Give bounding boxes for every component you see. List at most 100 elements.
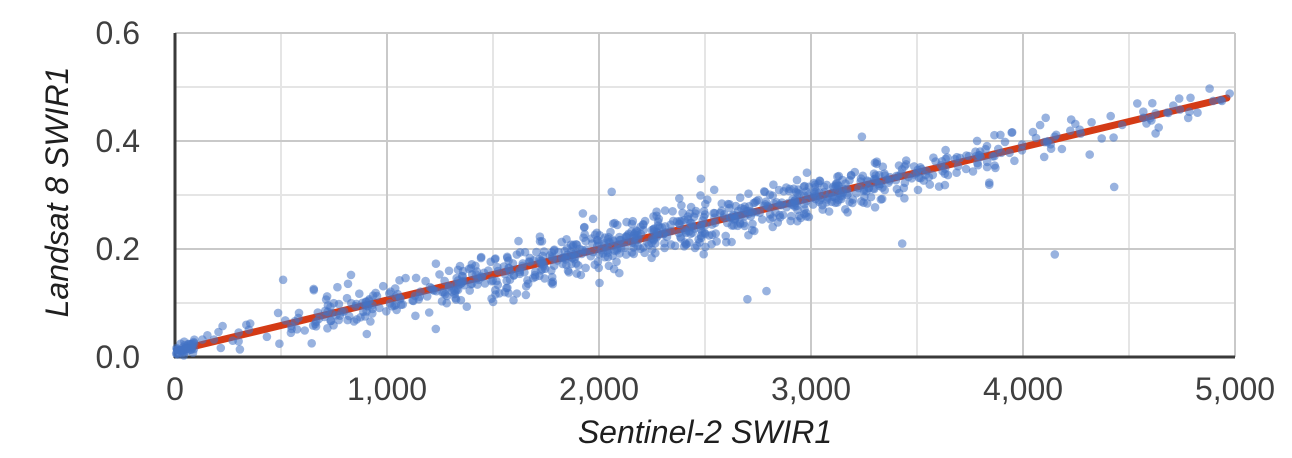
- data-point: [880, 185, 889, 195]
- data-point: [833, 172, 842, 181]
- data-point: [1050, 250, 1060, 259]
- data-point: [504, 289, 513, 298]
- data-point: [782, 202, 791, 212]
- data-point: [515, 267, 525, 277]
- data-point: [610, 246, 619, 255]
- x-axis-title: Sentinel-2 SWIR1: [175, 414, 1235, 454]
- data-point: [321, 295, 331, 304]
- data-point: [994, 144, 1003, 154]
- data-point: [1043, 136, 1052, 146]
- data-point: [725, 200, 734, 209]
- data-point: [1151, 109, 1160, 118]
- data-point: [928, 170, 938, 180]
- data-point: [411, 311, 420, 321]
- data-point: [437, 297, 447, 306]
- data-point: [615, 235, 624, 245]
- data-point: [581, 263, 590, 273]
- data-point: [234, 337, 243, 346]
- data-point: [234, 328, 243, 337]
- data-point: [871, 174, 880, 183]
- data-point: [953, 161, 963, 171]
- data-point: [709, 185, 719, 195]
- data-point: [925, 180, 935, 189]
- data-point: [1017, 140, 1027, 149]
- data-point: [358, 298, 367, 308]
- data-point: [784, 186, 794, 196]
- data-point: [894, 188, 904, 198]
- data-point: [916, 173, 925, 183]
- data-point: [802, 168, 812, 177]
- data-point: [981, 144, 990, 154]
- data-point: [558, 259, 567, 269]
- data-point: [309, 285, 319, 295]
- data-point: [422, 292, 432, 301]
- data-point: [214, 327, 223, 337]
- data-point: [696, 191, 705, 200]
- data-point: [421, 276, 430, 286]
- data-point: [1007, 128, 1017, 137]
- data-point: [941, 154, 950, 164]
- data-point: [795, 211, 804, 221]
- data-point: [962, 151, 971, 160]
- data-point: [502, 252, 512, 262]
- data-point: [990, 130, 999, 140]
- data-point: [1225, 89, 1234, 98]
- data-point: [382, 307, 391, 316]
- data-point: [300, 326, 310, 335]
- data-point: [580, 230, 589, 239]
- data-point: [1041, 113, 1050, 123]
- data-point: [607, 187, 616, 197]
- data-point: [721, 231, 730, 241]
- data-point: [1085, 150, 1094, 159]
- data-point: [686, 202, 696, 212]
- data-point: [566, 240, 576, 249]
- data-point: [660, 206, 670, 215]
- data-point: [530, 270, 540, 280]
- data-point: [368, 300, 377, 310]
- data-point: [651, 248, 660, 258]
- data-point: [515, 248, 525, 257]
- data-point: [431, 324, 441, 334]
- y-tick-label: 0.4: [96, 123, 140, 159]
- data-point: [884, 178, 893, 187]
- data-point: [1106, 111, 1115, 121]
- data-point: [479, 268, 489, 278]
- data-point: [622, 250, 631, 259]
- data-point: [733, 221, 742, 231]
- data-point: [435, 270, 444, 279]
- data-point: [793, 188, 802, 198]
- data-point: [609, 264, 619, 274]
- data-point: [876, 195, 886, 204]
- data-point: [372, 291, 382, 301]
- data-point: [622, 217, 631, 227]
- data-point: [1193, 108, 1202, 117]
- data-point: [547, 252, 557, 262]
- data-point: [699, 206, 709, 216]
- data-point: [681, 227, 690, 236]
- data-point: [577, 249, 586, 259]
- data-point: [869, 184, 878, 193]
- data-point: [652, 207, 661, 216]
- data-point: [844, 189, 853, 198]
- data-point: [787, 211, 796, 221]
- data-point: [395, 293, 405, 303]
- data-point: [698, 228, 707, 237]
- data-point: [578, 209, 588, 218]
- x-tick-label: 5,000: [1195, 371, 1275, 407]
- data-point: [733, 206, 743, 216]
- data-point: [1216, 95, 1225, 105]
- data-point: [343, 279, 353, 289]
- data-point: [334, 315, 344, 325]
- data-point: [866, 192, 876, 202]
- data-point: [771, 208, 780, 217]
- data-point: [593, 257, 603, 266]
- data-point: [950, 154, 960, 164]
- data-point: [985, 180, 994, 189]
- data-point: [991, 163, 1000, 173]
- data-point: [467, 279, 477, 289]
- y-tick-label: 0.0: [96, 339, 140, 375]
- data-point: [456, 279, 466, 289]
- data-point: [632, 227, 642, 236]
- data-point: [512, 289, 522, 298]
- data-point: [1205, 84, 1214, 93]
